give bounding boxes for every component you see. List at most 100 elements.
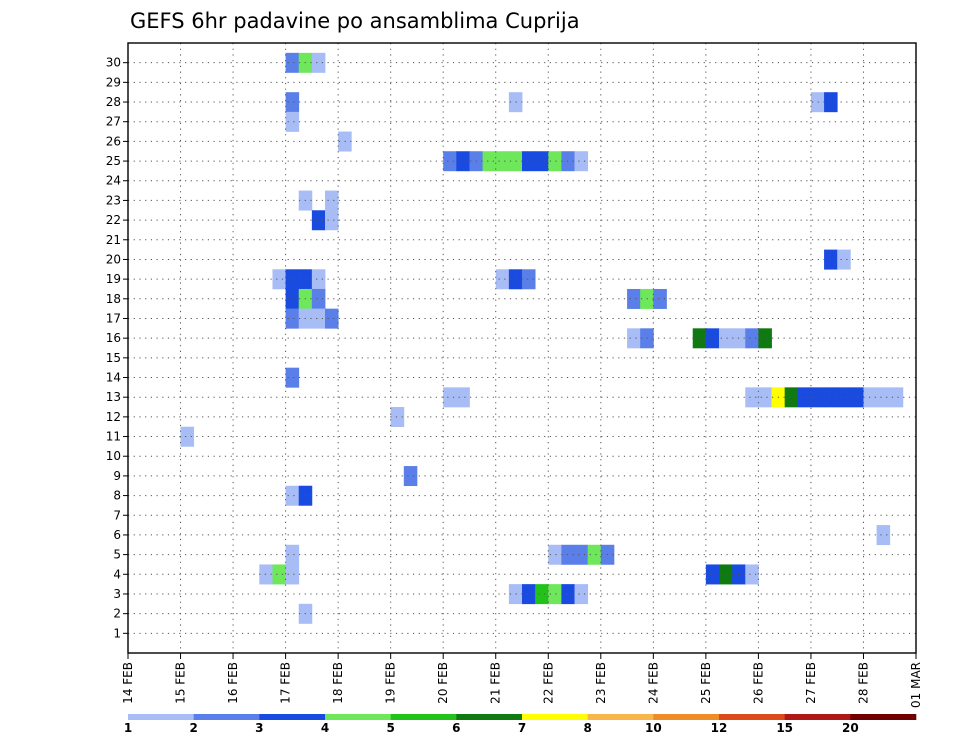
heatmap-cell	[561, 584, 575, 605]
legend-swatch	[390, 714, 457, 720]
legend-swatch	[587, 714, 654, 720]
x-tick-label: 27 FEB	[804, 662, 818, 704]
y-tick-label: 27	[106, 115, 121, 129]
y-tick-label: 16	[106, 331, 121, 345]
x-tick-label: 24 FEB	[646, 662, 660, 704]
y-tick-label: 30	[106, 56, 121, 70]
legend-label: 4	[321, 721, 329, 735]
y-tick-label: 7	[113, 508, 121, 522]
heatmap-cell	[837, 387, 851, 408]
y-tick-label: 6	[113, 528, 121, 542]
x-tick-label: 21 FEB	[489, 662, 503, 704]
heatmap-cell	[548, 544, 562, 565]
heatmap-cell	[627, 288, 641, 309]
y-tick-label: 21	[106, 233, 121, 247]
heatmap-cell	[758, 328, 772, 349]
y-tick-label: 22	[106, 213, 121, 227]
y-tick-label: 25	[106, 154, 121, 168]
y-tick-label: 9	[113, 469, 121, 483]
heatmap-cell	[311, 308, 326, 329]
y-tick-label: 15	[106, 351, 121, 365]
heatmap-cell	[285, 485, 300, 506]
legend-swatch	[325, 714, 391, 720]
y-tick-label: 18	[106, 292, 121, 306]
x-tick-label: 16 FEB	[226, 662, 240, 704]
heatmap-cell	[535, 584, 549, 605]
legend-label: 7	[518, 721, 526, 735]
heatmap-cell	[311, 269, 326, 290]
y-axis: 1234567891011121314151617181920212223242…	[106, 56, 128, 640]
legend-swatch	[784, 714, 851, 720]
x-tick-label: 14 FEB	[121, 662, 135, 704]
heatmap-cell	[522, 584, 536, 605]
heatmap-cell	[456, 387, 470, 408]
y-tick-label: 2	[113, 607, 121, 621]
y-tick-label: 28	[106, 95, 121, 109]
heatmap-cell	[587, 544, 602, 565]
chart-title: GEFS 6hr padavine po ansamblima Cuprija	[130, 9, 580, 33]
y-tick-label: 8	[113, 489, 121, 503]
heatmap-cell	[390, 407, 405, 428]
heatmap-cell	[311, 288, 326, 309]
heatmap-cell	[574, 544, 589, 565]
y-tick-label: 23	[106, 193, 121, 207]
x-tick-label: 25 FEB	[699, 662, 713, 704]
heatmap-cell	[692, 328, 707, 349]
heatmap-cell	[745, 387, 759, 408]
heatmap-cell	[311, 52, 326, 73]
y-tick-label: 4	[113, 567, 121, 581]
x-tick-label: 26 FEB	[751, 662, 765, 704]
heatmap-cell	[285, 288, 300, 309]
heatmap-cell	[259, 564, 273, 585]
heatmap-cell	[522, 269, 536, 290]
heatmap-cell	[863, 387, 877, 408]
heatmap-cell	[495, 269, 510, 290]
heatmap-cell	[325, 190, 339, 211]
x-tick-label: 23 FEB	[594, 662, 608, 704]
heatmap-cell	[311, 210, 326, 231]
y-tick-label: 10	[106, 449, 121, 463]
heatmap-cell	[876, 525, 891, 546]
heatmap-cell	[719, 328, 733, 349]
grid-layer	[128, 43, 916, 653]
y-tick-label: 1	[113, 626, 121, 640]
heatmap-cell	[719, 564, 733, 585]
y-tick-label: 20	[106, 252, 121, 266]
heatmap-cell	[653, 288, 667, 309]
heatmap-cell	[797, 387, 812, 408]
heatmap-cell	[548, 584, 562, 605]
x-tick-label: 18 FEB	[331, 662, 345, 704]
legend-label: 10	[645, 721, 662, 735]
heatmap-cell	[561, 544, 575, 565]
heatmap-cell	[285, 52, 300, 73]
x-tick-label: 20 FEB	[436, 662, 450, 704]
y-tick-label: 13	[106, 390, 121, 404]
x-tick-label: 17 FEB	[279, 662, 293, 704]
legend-label: 12	[711, 721, 728, 735]
heatmap-cell	[574, 151, 589, 172]
legend-swatch	[653, 714, 720, 720]
heatmap-cell	[285, 544, 300, 565]
legend-label: 2	[189, 721, 197, 735]
heatmap-cell	[272, 269, 286, 290]
heatmap-cell	[548, 151, 562, 172]
legend-swatch	[522, 714, 588, 720]
y-tick-label: 3	[113, 587, 121, 601]
heatmap-cell	[705, 328, 720, 349]
legend-label: 6	[452, 721, 460, 735]
y-tick-label: 11	[106, 430, 121, 444]
legend-swatch	[193, 714, 260, 720]
heatmap-cell	[535, 151, 549, 172]
heatmap-cell	[272, 564, 286, 585]
heatmap-cell	[403, 466, 418, 487]
x-axis: 14 FEB 15 FEB 16 FEB 17 FEB 18 FEB 19 FEB 20 F…	[121, 653, 923, 708]
heatmap-cell	[574, 584, 589, 605]
heatmap-cell	[784, 387, 799, 408]
heatmap-cell	[745, 564, 759, 585]
heatmap-cell	[837, 249, 851, 270]
heatmap-cell	[285, 367, 300, 388]
heatmap-cell	[758, 387, 772, 408]
heatmap-cell	[810, 92, 825, 113]
heatmap-cell	[522, 151, 536, 172]
